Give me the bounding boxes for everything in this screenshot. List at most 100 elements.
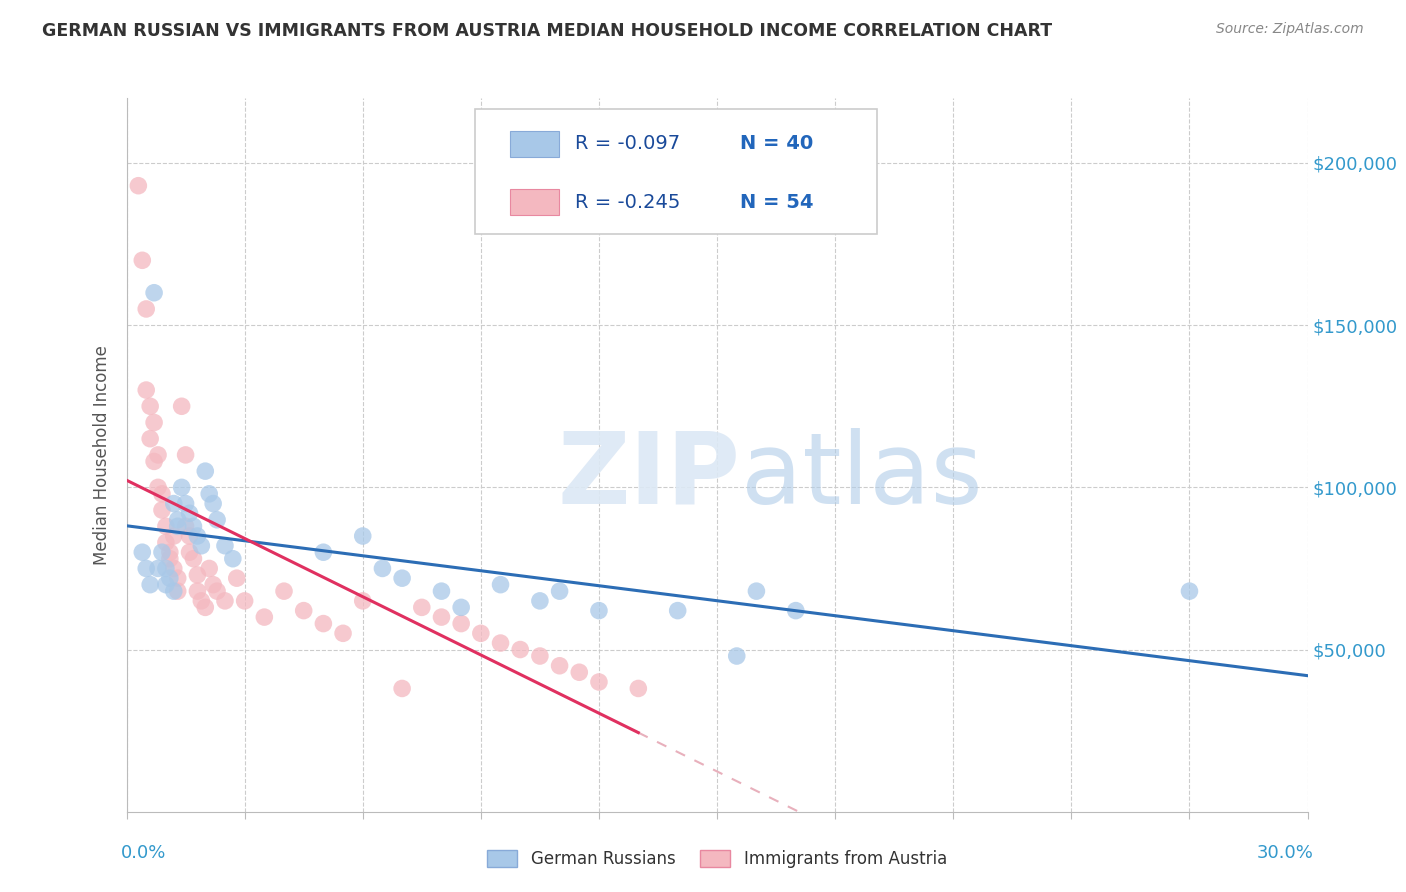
Text: R = -0.245: R = -0.245 <box>575 193 681 211</box>
Point <box>166 584 188 599</box>
Point <box>470 626 492 640</box>
Point <box>214 539 236 553</box>
Point <box>430 584 453 599</box>
Point <box>391 681 413 696</box>
Point <box>150 545 173 559</box>
Point <box>139 432 162 446</box>
Point <box>143 416 166 430</box>
Point <box>150 487 173 501</box>
Point <box>225 571 247 585</box>
Point <box>194 464 217 478</box>
Point <box>146 561 169 575</box>
Point <box>170 399 193 413</box>
Point <box>371 561 394 575</box>
Point <box>179 506 201 520</box>
Point <box>430 610 453 624</box>
Point <box>146 448 169 462</box>
Point <box>205 513 228 527</box>
Point <box>159 545 181 559</box>
Point <box>194 600 217 615</box>
Point <box>292 604 315 618</box>
Text: atlas: atlas <box>741 428 983 524</box>
FancyBboxPatch shape <box>510 130 560 157</box>
Point <box>174 519 197 533</box>
Point <box>179 545 201 559</box>
Point <box>159 551 181 566</box>
FancyBboxPatch shape <box>510 189 560 215</box>
Point <box>174 448 197 462</box>
Point <box>352 529 374 543</box>
Point <box>163 584 186 599</box>
Point <box>352 594 374 608</box>
Point <box>202 577 225 591</box>
Text: 0.0%: 0.0% <box>121 844 166 862</box>
Point <box>233 594 256 608</box>
Legend: German Russians, Immigrants from Austria: German Russians, Immigrants from Austria <box>481 843 953 875</box>
Text: GERMAN RUSSIAN VS IMMIGRANTS FROM AUSTRIA MEDIAN HOUSEHOLD INCOME CORRELATION CH: GERMAN RUSSIAN VS IMMIGRANTS FROM AUSTRI… <box>42 22 1052 40</box>
Point <box>166 513 188 527</box>
Point <box>131 545 153 559</box>
Point <box>273 584 295 599</box>
Point <box>163 497 186 511</box>
Point <box>146 480 169 494</box>
Y-axis label: Median Household Income: Median Household Income <box>93 345 111 565</box>
Point <box>186 568 208 582</box>
Text: N = 54: N = 54 <box>740 193 814 211</box>
Point <box>214 594 236 608</box>
Point <box>1178 584 1201 599</box>
Point <box>202 497 225 511</box>
Point <box>135 383 157 397</box>
Point <box>155 535 177 549</box>
Point <box>725 648 748 663</box>
Point <box>529 648 551 663</box>
Point <box>155 577 177 591</box>
Point <box>183 519 205 533</box>
Point <box>666 604 689 618</box>
Point <box>548 584 571 599</box>
Point <box>568 665 591 680</box>
Point <box>155 519 177 533</box>
Point <box>489 636 512 650</box>
Point <box>131 253 153 268</box>
Point <box>163 529 186 543</box>
Point <box>411 600 433 615</box>
Point <box>588 675 610 690</box>
Point <box>127 178 149 193</box>
Point <box>312 616 335 631</box>
Text: 30.0%: 30.0% <box>1257 844 1313 862</box>
Point <box>332 626 354 640</box>
Point <box>627 681 650 696</box>
Point <box>198 561 221 575</box>
Point <box>588 604 610 618</box>
Point <box>186 529 208 543</box>
Point <box>312 545 335 559</box>
Point <box>509 642 531 657</box>
Point <box>183 551 205 566</box>
Point <box>135 561 157 575</box>
Point <box>163 561 186 575</box>
Point <box>174 497 197 511</box>
Point <box>190 594 212 608</box>
Point <box>450 600 472 615</box>
Point <box>785 604 807 618</box>
Point <box>139 577 162 591</box>
Point <box>190 539 212 553</box>
Text: Source: ZipAtlas.com: Source: ZipAtlas.com <box>1216 22 1364 37</box>
Point <box>222 551 245 566</box>
FancyBboxPatch shape <box>475 109 876 234</box>
Point <box>548 658 571 673</box>
Point <box>450 616 472 631</box>
Point <box>143 285 166 300</box>
Point <box>529 594 551 608</box>
Point <box>143 454 166 468</box>
Point <box>745 584 768 599</box>
Text: ZIP: ZIP <box>558 428 741 524</box>
Point <box>139 399 162 413</box>
Point <box>166 571 188 585</box>
Point <box>135 301 157 316</box>
Point <box>155 561 177 575</box>
Point <box>179 529 201 543</box>
Point <box>205 584 228 599</box>
Point <box>170 480 193 494</box>
Point <box>198 487 221 501</box>
